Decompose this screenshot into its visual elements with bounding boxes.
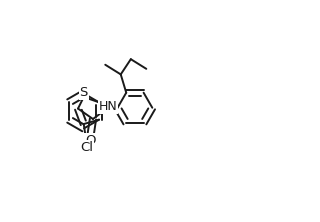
Text: O: O	[85, 134, 96, 147]
Text: HN: HN	[99, 100, 117, 113]
Text: S: S	[80, 86, 88, 99]
Text: Cl: Cl	[80, 141, 93, 154]
